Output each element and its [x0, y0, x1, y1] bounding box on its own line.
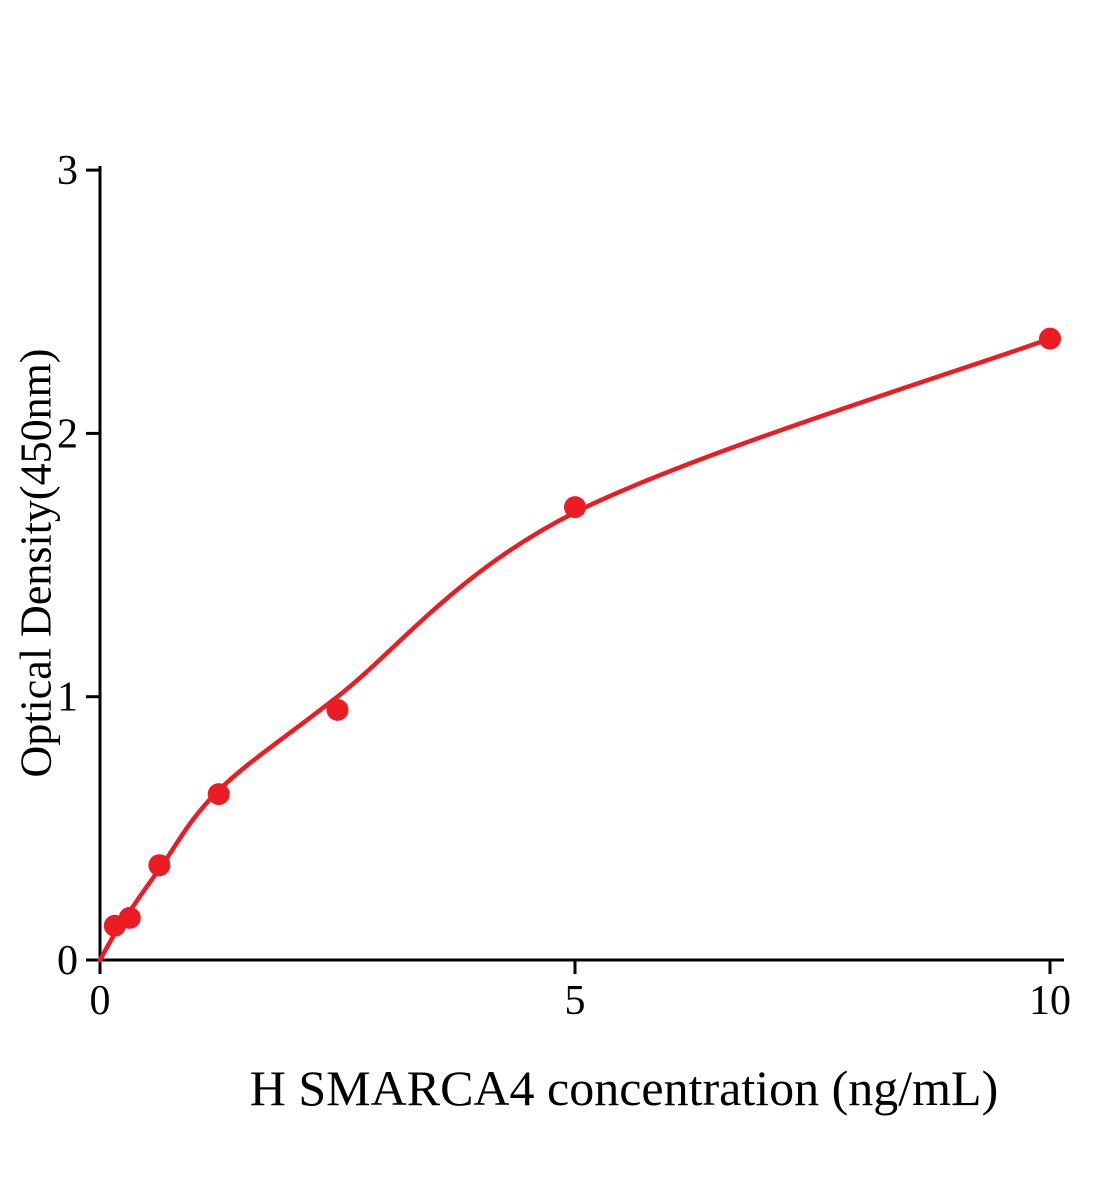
- data-point: [207, 783, 230, 806]
- y-tick-label: 1: [57, 675, 78, 721]
- data-point: [118, 906, 141, 929]
- y-axis-title: Optical Density(450nm): [11, 348, 61, 778]
- x-tick-label: 10: [1029, 978, 1071, 1024]
- x-tick-label: 0: [90, 978, 111, 1024]
- fitted-curve: [97, 336, 1053, 963]
- data-point: [564, 496, 586, 519]
- data-point: [148, 854, 171, 877]
- x-axis-title: H SMARCA4 concentration (ng/mL): [249, 1060, 999, 1116]
- y-tick-label: 2: [57, 411, 78, 457]
- x-tick-label: 5: [565, 978, 586, 1024]
- data-point: [326, 698, 349, 721]
- y-tick-label: 0: [57, 938, 78, 984]
- y-tick-label: 3: [57, 148, 78, 194]
- data-point: [1039, 327, 1061, 350]
